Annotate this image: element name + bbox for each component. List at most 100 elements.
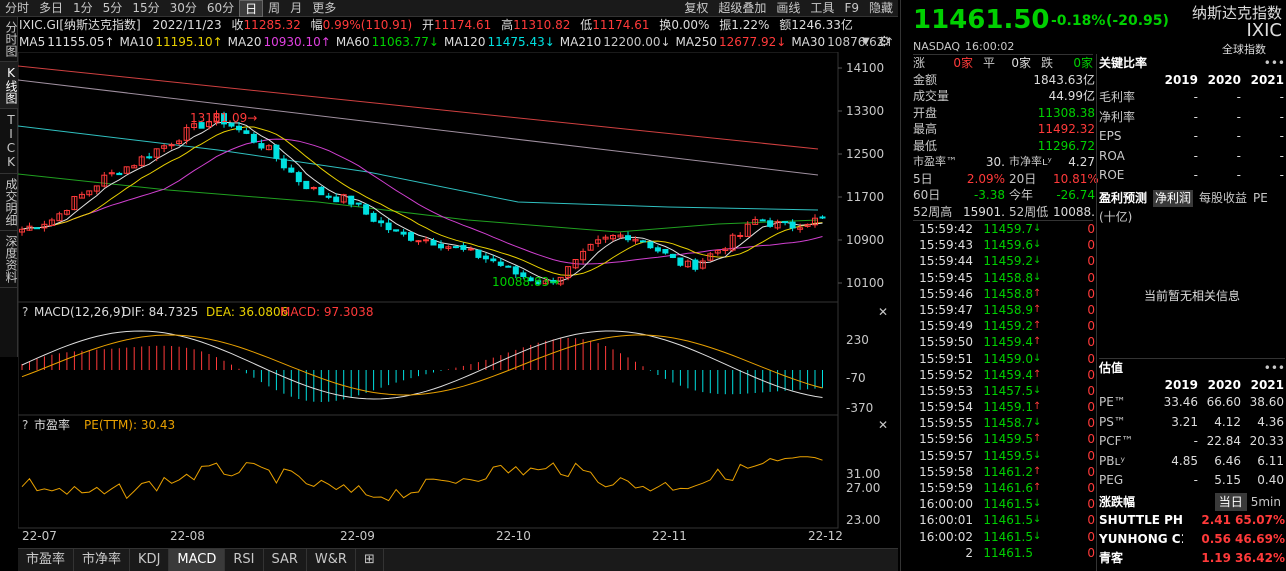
period-tab-5[interactable]: 30分: [169, 0, 197, 15]
candle-body: [722, 248, 729, 252]
period-row: 5日 2.09% 20日 10.81%: [913, 171, 1099, 188]
period-returns: 5日 2.09% 20日 10.81% 60日 -3.38 今年 -26.74 52周高 1590…: [913, 171, 1099, 221]
mover-row[interactable]: 青客 1.19 36.42%: [1099, 549, 1285, 568]
candle-body: [707, 253, 714, 261]
period-value: 15901.: [963, 204, 1005, 219]
ma-value: 11155.05↑: [47, 35, 115, 49]
global-index-link[interactable]: 全球指数: [1222, 43, 1266, 56]
indicator-tab-2[interactable]: KDJ: [130, 549, 170, 571]
left-view-tabs: 分时图 K线图 TICK 成交明细 深度资料: [0, 17, 18, 357]
toolbar-tool-2[interactable]: 画线: [776, 0, 801, 15]
stat-label: 金额: [913, 72, 938, 87]
candle-body: [767, 220, 774, 227]
period-tab-0[interactable]: 分时: [5, 0, 30, 15]
mover-row[interactable]: SHUTTLE PHA 2.41 65.07%: [1099, 511, 1285, 530]
toolbar-tool-5[interactable]: 隐藏: [868, 0, 893, 15]
price-change-abs: (-20.95): [1106, 13, 1169, 29]
candle-body: [280, 158, 287, 169]
valuation-years: 2019 2020 2021: [1099, 377, 1285, 394]
left-tab-0[interactable]: 分时图: [0, 17, 18, 62]
candle-body: [535, 280, 542, 285]
more-icon[interactable]: •••: [1263, 56, 1285, 70]
candle-body: [206, 121, 212, 128]
dif-line: [21, 330, 823, 400]
metric-row: 毛利率 - - -: [1099, 88, 1285, 108]
toolbar-tool-3[interactable]: 工具: [810, 0, 835, 15]
tick-price: 11459.5: [983, 448, 1033, 463]
period-tab-1[interactable]: 多日: [39, 0, 64, 15]
indicator-tab-3[interactable]: MACD: [169, 549, 226, 571]
tick-row: 15:59:45 11458.8 ↓ 0: [913, 270, 1095, 286]
candle-body: [438, 243, 444, 249]
period-tab-6[interactable]: 60分: [206, 0, 235, 15]
tick-price: 11461.5: [983, 545, 1033, 560]
flat-count: 0家: [1011, 56, 1031, 70]
candle-body: [385, 222, 392, 231]
ma-label: MA10: [119, 35, 154, 49]
period-tab-3[interactable]: 5分: [102, 0, 123, 15]
candle-body: [625, 235, 631, 241]
pe-value: 30.: [985, 155, 1005, 169]
tick-row: 15:59:44 11459.2 ↓ 0: [913, 253, 1095, 269]
toolbar-tool-4[interactable]: F9: [844, 0, 859, 15]
chevron-down-icon[interactable]: ▼: [862, 36, 870, 47]
candle-body: [610, 235, 616, 240]
period-label: 52周高: [913, 204, 953, 219]
add-indicator-icon[interactable]: ⊞: [356, 549, 384, 571]
period-tab-10[interactable]: 更多: [312, 0, 337, 15]
candle-body: [116, 172, 123, 176]
period-toolbar: 分时 多日 1分 5分 15分 30分 60分日周月更多 复权 超级叠加 画线 工具 F9 隐藏: [0, 0, 898, 17]
ma-legend-item: MA5 11155.05↑: [19, 35, 115, 49]
y-tick-label: 11700: [846, 190, 884, 204]
indicator-tab-1[interactable]: 市净率: [74, 549, 131, 571]
tick-row: 15:59:51 11459.0 ↓ 0: [913, 351, 1095, 367]
indicator-tab-0[interactable]: 市盈率: [18, 549, 75, 571]
candle-body: [48, 219, 55, 226]
forecast-tab-3[interactable]: PE: [1253, 191, 1268, 205]
toolbar-tool-0[interactable]: 复权: [684, 0, 709, 15]
forecast-tab-1[interactable]: 净利润: [1153, 190, 1194, 207]
pb-label: 市净率ʟʸ: [1009, 155, 1052, 168]
quote-panel: 11461.50 -0.18% (-20.95) 纳斯达克指数 IXIC NAS…: [900, 0, 1286, 571]
candle-body: [572, 259, 579, 269]
toolbar-tool-1[interactable]: 超级叠加: [718, 0, 767, 15]
indicator-tab-6[interactable]: W&R: [307, 549, 356, 571]
period-tab-2[interactable]: 1分: [73, 0, 93, 15]
metric-row: PCF™ -22.84 20.33: [1099, 432, 1285, 452]
left-tab-2[interactable]: TICK: [0, 109, 18, 174]
metric-label: PEG: [1099, 473, 1124, 487]
candle-body: [430, 240, 437, 246]
indicator-tab-4[interactable]: RSI: [225, 549, 264, 571]
mover-row[interactable]: YUNHONG C1 0.56 46.69%: [1099, 530, 1285, 549]
tick-arrow: ↑: [1033, 401, 1042, 413]
tick-volume: 0: [1087, 351, 1095, 366]
forecast-tab-0[interactable]: 盈利预测: [1099, 191, 1148, 205]
index-code: IXIC: [1246, 20, 1282, 41]
candle-body: [602, 236, 609, 240]
tick-volume: 0: [1087, 238, 1095, 253]
y-tick-label: 23.00: [846, 513, 880, 527]
more-icon[interactable]: •••: [1263, 361, 1285, 375]
settings-icon[interactable]: ⚙: [878, 34, 891, 50]
period-tab-9[interactable]: 月: [290, 0, 303, 15]
candle-body: [557, 276, 564, 285]
candle-body: [333, 196, 340, 203]
period-tab-8[interactable]: 周: [268, 0, 281, 15]
movers-tab-1[interactable]: 5min: [1250, 495, 1281, 509]
left-tab-1[interactable]: K线图: [0, 62, 18, 109]
tick-row: 15:59:56 11459.5 ↑ 0: [913, 431, 1095, 447]
kline-chart[interactable]: 14100 13300 12500 11700 10900 10100 13181.09→ 1…: [18, 52, 898, 548]
period-tab-4[interactable]: 15分: [132, 0, 160, 15]
flat-label: 平: [982, 56, 995, 70]
left-tab-3[interactable]: 成交明细: [0, 174, 18, 231]
left-tab-4[interactable]: 深度资料: [0, 231, 18, 288]
tick-volume: 0: [1087, 513, 1095, 528]
period-value: -26.74: [1056, 188, 1095, 202]
forecast-tab-2[interactable]: 每股收益: [1199, 191, 1248, 205]
candle-body: [452, 246, 459, 249]
indicator-tab-5[interactable]: SAR: [264, 549, 307, 571]
tick-price: 11461.2: [983, 464, 1033, 479]
period-tab-7[interactable]: 日: [239, 0, 264, 17]
movers-tab-0[interactable]: 当日: [1214, 493, 1247, 511]
tick-list[interactable]: 15:59:42 11459.7 ↓ 0 15:59:43 11459.6 ↓ 0 15:59:…: [913, 221, 1095, 561]
